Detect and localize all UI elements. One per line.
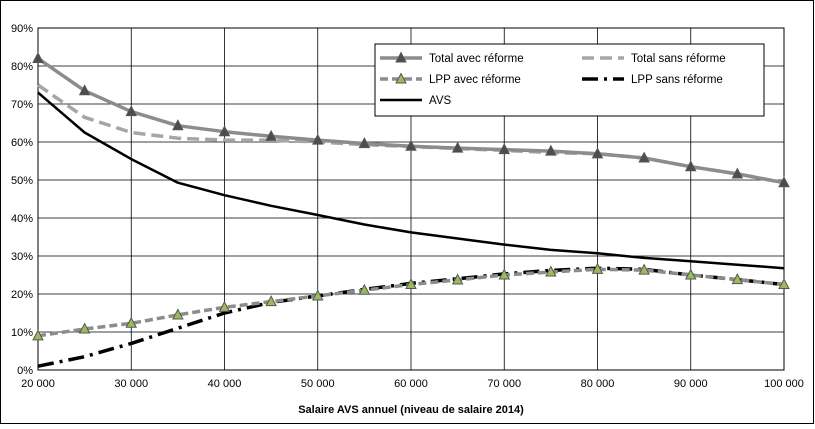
x-tick-label: 90 000 bbox=[674, 378, 708, 390]
data-point-marker bbox=[32, 51, 44, 63]
data-point-marker bbox=[731, 273, 744, 285]
data-point-marker bbox=[265, 129, 277, 141]
legend-item: LPP sans réforme bbox=[582, 74, 723, 86]
data-point-marker bbox=[778, 278, 790, 290]
data-point-marker bbox=[638, 151, 650, 163]
y-tick-label: 30% bbox=[11, 251, 33, 263]
data-point-marker bbox=[218, 125, 231, 137]
data-point-marker bbox=[684, 160, 697, 172]
y-tick-label: 0% bbox=[17, 365, 33, 377]
data-point-marker bbox=[125, 316, 138, 328]
legend-item: AVS bbox=[380, 95, 451, 107]
data-point-marker bbox=[778, 176, 790, 188]
data-point-marker bbox=[78, 322, 91, 334]
data-point-marker bbox=[172, 119, 184, 131]
data-point-marker bbox=[545, 144, 557, 156]
y-tick-label: 80% bbox=[11, 61, 33, 73]
data-point-marker bbox=[358, 137, 371, 149]
data-point-marker bbox=[405, 278, 417, 290]
series-line bbox=[37, 91, 785, 270]
series-avs bbox=[37, 91, 785, 270]
data-point-marker bbox=[32, 329, 44, 341]
data-point-marker bbox=[638, 263, 650, 275]
data-point-marker bbox=[172, 308, 184, 320]
data-point-marker bbox=[311, 289, 324, 301]
data-point-marker bbox=[265, 295, 277, 307]
data-point-marker bbox=[451, 273, 464, 285]
x-axis-ticks: 20 000 30 000 40 000 50 000 60 000 70 000 80 0… bbox=[21, 378, 804, 390]
data-point-marker bbox=[591, 147, 604, 159]
legend-box bbox=[374, 43, 765, 117]
plot-area-border bbox=[37, 27, 785, 371]
legend-label: Total avec réforme bbox=[429, 53, 524, 65]
data-point-marker bbox=[498, 143, 511, 155]
y-tick-label: 70% bbox=[11, 99, 33, 111]
series-layer bbox=[32, 51, 790, 368]
data-point-marker bbox=[358, 283, 371, 295]
legend-label: Total sans réforme bbox=[631, 53, 726, 65]
legend-label: AVS bbox=[429, 95, 451, 107]
data-point-marker bbox=[591, 262, 604, 274]
data-point-marker bbox=[125, 105, 138, 117]
data-point-marker bbox=[545, 265, 557, 277]
y-tick-label: 40% bbox=[11, 213, 33, 225]
y-tick-label: 50% bbox=[11, 175, 33, 187]
x-tick-label: 100 000 bbox=[764, 378, 804, 390]
x-tick-label: 20 000 bbox=[21, 378, 55, 390]
data-point-marker bbox=[684, 268, 697, 280]
series-lpp-avec-r-forme bbox=[32, 262, 790, 341]
y-tick-label: 10% bbox=[11, 327, 33, 339]
y-tick-label: 60% bbox=[11, 137, 33, 149]
legend-item: Total avec réforme bbox=[380, 51, 524, 65]
legend-item: Total sans réforme bbox=[582, 53, 726, 65]
series-total-avec-r-forme bbox=[32, 51, 790, 188]
data-point-marker bbox=[311, 133, 324, 145]
legend-label: LPP sans réforme bbox=[631, 74, 723, 86]
x-tick-label: 40 000 bbox=[208, 378, 242, 390]
data-point-marker bbox=[218, 300, 231, 312]
x-tick-label: 60 000 bbox=[394, 378, 428, 390]
legend-label: LPP avec réforme bbox=[429, 74, 521, 86]
data-point-marker bbox=[498, 268, 511, 280]
x-axis-label: Salaire AVS annuel (niveau de salaire 20… bbox=[298, 404, 524, 416]
y-tick-label: 90% bbox=[11, 23, 33, 35]
data-point-marker bbox=[78, 84, 91, 96]
y-axis-ticks: 0% 10% 20% 30% 40% 50% 60% 70% 80% 90% bbox=[11, 23, 33, 377]
legend-item: LPP avec réforme bbox=[380, 72, 521, 86]
x-tick-label: 80 000 bbox=[581, 378, 615, 390]
legend-marker bbox=[395, 72, 407, 84]
data-point-marker bbox=[405, 139, 417, 151]
data-point-marker bbox=[451, 141, 464, 153]
legend: Total avec réforme Total sans réforme LPP … bbox=[374, 43, 765, 117]
legend-marker bbox=[395, 51, 407, 63]
data-point-marker bbox=[731, 167, 744, 179]
y-tick-label: 20% bbox=[11, 289, 33, 301]
x-tick-label: 50 000 bbox=[301, 378, 335, 390]
x-tick-label: 70 000 bbox=[487, 378, 521, 390]
x-tick-label: 30 000 bbox=[114, 378, 148, 390]
